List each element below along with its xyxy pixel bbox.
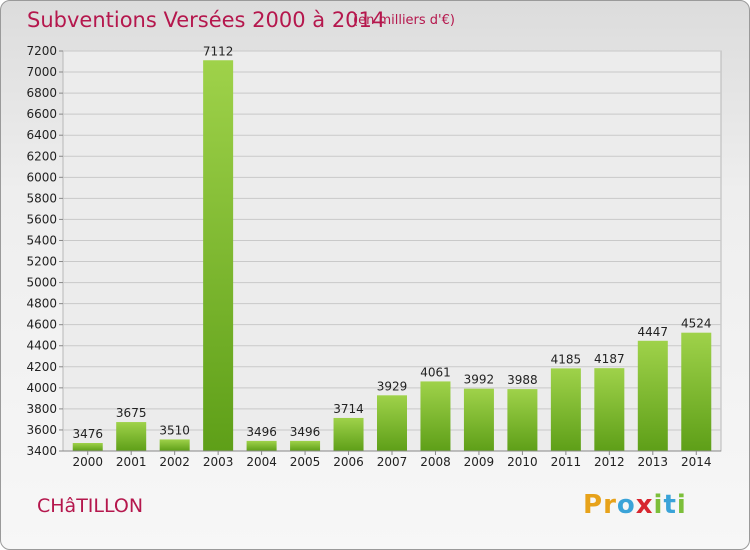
bar <box>463 388 494 451</box>
bar <box>681 332 712 451</box>
y-tick-label: 3800 <box>26 402 57 416</box>
y-tick-label: 4000 <box>26 381 57 395</box>
bar <box>333 417 364 451</box>
y-tick-label: 6600 <box>26 107 57 121</box>
y-tick-label: 4200 <box>26 360 57 374</box>
x-tick-label: 2013 <box>638 455 669 469</box>
logo-letter: o <box>616 490 636 520</box>
data-label: 3929 <box>377 379 408 393</box>
y-tick-label: 6200 <box>26 149 57 163</box>
chart-title: Subventions Versées 2000 à 2014 <box>27 8 386 32</box>
x-tick-label: 2011 <box>551 455 582 469</box>
logo-letter: P <box>583 490 604 520</box>
logo-letter: i <box>653 490 664 520</box>
x-tick-label: 2001 <box>116 455 147 469</box>
bar <box>420 381 451 451</box>
y-tick-label: 3400 <box>26 444 57 458</box>
data-label: 3988 <box>507 373 538 387</box>
data-label: 3714 <box>333 402 364 416</box>
data-label: 3496 <box>246 425 277 439</box>
logo-letter: t <box>663 490 677 520</box>
x-tick-label: 2003 <box>203 455 234 469</box>
x-tick-label: 2009 <box>464 455 495 469</box>
data-label: 3992 <box>464 373 495 387</box>
y-tick-label: 4400 <box>26 339 57 353</box>
bar <box>290 440 321 451</box>
x-tick-label: 2012 <box>594 455 625 469</box>
bar <box>507 389 538 451</box>
x-tick-label: 2010 <box>507 455 538 469</box>
bar <box>246 440 277 451</box>
y-tick-label: 4600 <box>26 318 57 332</box>
x-tick-label: 2004 <box>246 455 277 469</box>
y-tick-label: 5000 <box>26 276 57 290</box>
chart-subtitle: (en milliers d'€) <box>353 13 455 28</box>
y-tick-label: 7200 <box>26 44 57 58</box>
data-label: 4447 <box>638 325 669 339</box>
bar <box>377 395 407 451</box>
x-tick-label: 2000 <box>72 455 103 469</box>
y-tick-label: 4800 <box>26 297 57 311</box>
x-tick-label: 2005 <box>290 455 321 469</box>
proxiti-logo: Proxiti <box>583 490 687 520</box>
y-tick-label: 5200 <box>26 255 57 269</box>
logo-letter: i <box>676 490 687 520</box>
y-tick-label: 6400 <box>26 128 57 142</box>
x-tick-label: 2007 <box>377 455 408 469</box>
data-label: 4185 <box>551 352 582 366</box>
city-name: CHâTILLON <box>37 495 144 517</box>
data-label: 7112 <box>203 44 234 58</box>
logo-letter: r <box>603 490 617 520</box>
data-label: 4187 <box>594 352 625 366</box>
bar <box>550 368 581 451</box>
y-tick-label: 6000 <box>26 170 57 184</box>
data-label: 4524 <box>681 317 712 331</box>
logo-letter: x <box>635 490 654 520</box>
y-tick-label: 5600 <box>26 212 57 226</box>
bar <box>637 340 668 451</box>
bar <box>203 60 234 452</box>
data-label: 3675 <box>116 406 147 420</box>
x-tick-label: 2008 <box>420 455 451 469</box>
data-label: 3496 <box>290 425 321 439</box>
x-tick-label: 2006 <box>333 455 364 469</box>
data-label: 3510 <box>159 423 190 437</box>
x-tick-label: 2002 <box>159 455 190 469</box>
y-tick-label: 5400 <box>26 233 57 247</box>
data-label: 3476 <box>72 427 103 441</box>
bar <box>159 439 190 451</box>
y-tick-label: 5800 <box>26 191 57 205</box>
y-tick-label: 7000 <box>26 65 57 79</box>
x-tick-label: 2014 <box>681 455 712 469</box>
data-label: 4061 <box>420 365 451 379</box>
bar <box>594 368 625 451</box>
y-tick-label: 6800 <box>26 86 57 100</box>
bar <box>116 422 147 451</box>
bar <box>72 443 103 451</box>
y-tick-label: 3600 <box>26 423 57 437</box>
